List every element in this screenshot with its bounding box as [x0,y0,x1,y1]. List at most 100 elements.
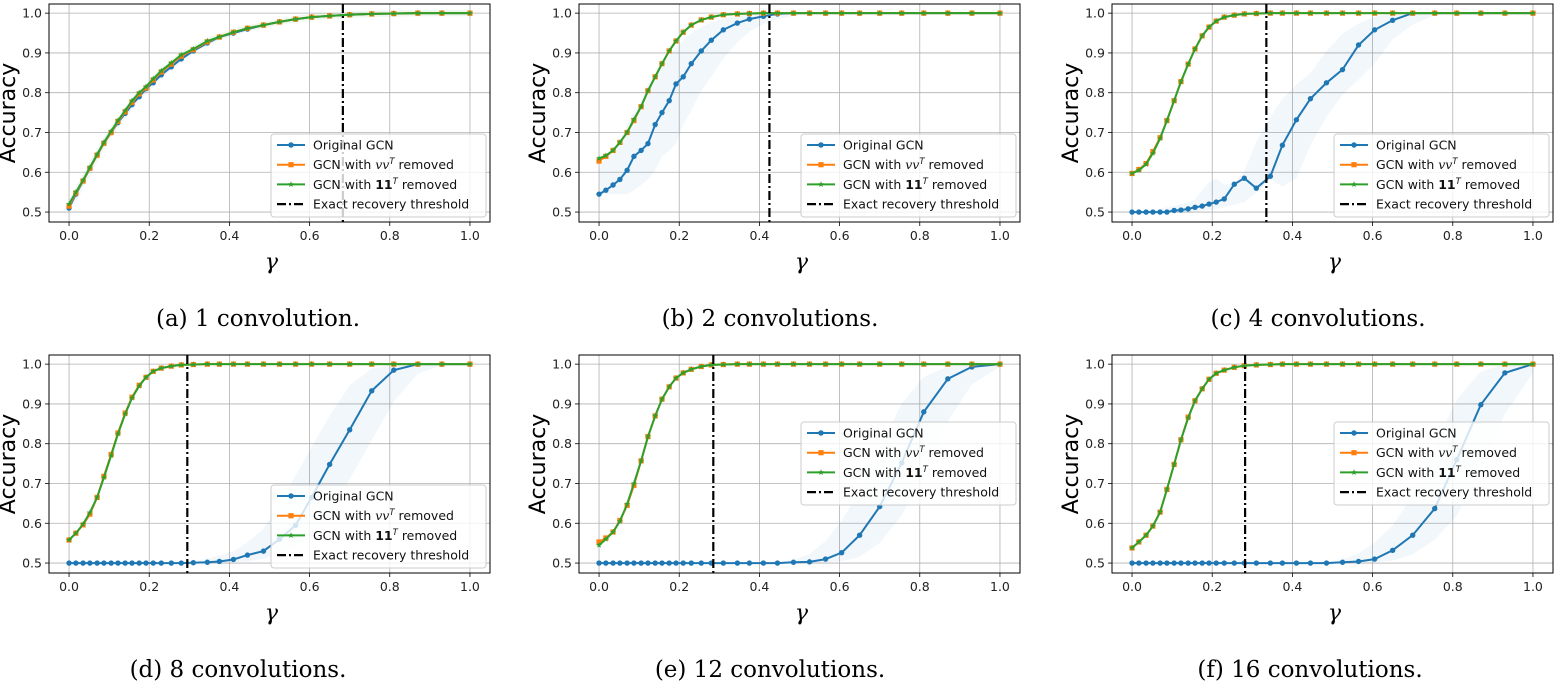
ones-removed-point [466,360,473,367]
y-tick-label: 0.5 [552,556,572,571]
legend-entry-threshold: Exact recovery threshold [807,485,999,500]
original-gcn-point [1502,370,1508,376]
ones-removed-point [260,21,267,28]
ones-removed-point [276,18,283,25]
plot-area [596,355,1003,573]
ones-removed-point [1213,370,1220,376]
legend-marker [1351,469,1357,475]
y-tick-label: 0.9 [552,396,572,411]
y-tick-label: 0.6 [22,516,42,531]
legend-label-text: removed [1461,465,1520,480]
ones-removed-point [66,536,73,543]
x-axis-label: γ [265,601,279,626]
ones-removed-point [1213,17,1220,24]
original-gcn-point [638,560,644,566]
legend-entry-ones-removed: GCN with 11T removed [1340,177,1520,192]
original-gcn-point [617,560,623,566]
legend-label: Original GCN [843,138,924,153]
ones-removed-point [680,29,687,35]
original-gcn-point [631,560,637,566]
ones-removed-point [276,360,283,367]
ones-removed-point [688,21,695,28]
ones-removed-point [204,360,211,367]
ones-removed-point [720,361,727,368]
ones-removed-point [230,360,237,367]
ones-removed-point [658,396,665,402]
ones-removed-point [72,189,79,195]
subplot-b: 0.0 0.2 0.4 0.6 0.8 1.0 0.5 0.6 0.7 0.8 0.9 1.0 Accu… [526,3,1021,275]
original-gcn-point [178,560,184,566]
caption-c: (c) 4 convolutions. [1210,306,1426,332]
axes-frame [48,354,491,574]
original-gcn-point [1150,560,1156,566]
legend-label-math: vv [905,445,919,460]
ones-removed-point [128,97,135,104]
legend-entry-vv-removed: GCN with vvT removed [807,445,984,460]
original-gcn-point [1192,204,1198,210]
legend-label: GCN with 11T removed [1376,465,1520,480]
x-tick-label: 0.6 [830,228,850,243]
original-gcn-point [150,560,156,566]
x-tick-label: 0.6 [300,228,320,243]
y-tick-label: 0.7 [22,476,42,491]
ones-removed-point [94,151,101,157]
y-tick-label: 0.6 [22,165,42,180]
original-gcn-point [921,409,927,415]
legend-entry-vv-removed: GCN with vvT removed [1340,157,1517,172]
ones-removed-point [158,67,165,74]
ones-removed-point [596,542,603,548]
legend-entry-threshold: Exact recovery threshold [807,197,999,212]
legend-entry-vv-removed: GCN with vvT removed [277,508,454,523]
legend-label-text: removed [925,445,984,460]
legend-label: Exact recovery threshold [313,197,469,212]
legend-entry-vv-removed: GCN with vvT removed [807,157,984,172]
legend-marker [818,450,824,456]
original-gcn-point [790,559,797,565]
legend-label: Original GCN [843,426,924,441]
ones-removed-point [292,360,299,367]
legend-label: GCN with vvT removed [1376,445,1517,460]
ones-removed-point [260,360,267,367]
legend-marker [1351,450,1357,456]
y-tick-label: 0.9 [1085,45,1105,60]
legend-box [270,484,487,569]
y-tick-label: 1.0 [22,6,42,21]
legend-marker [818,430,824,436]
ones-removed-point [1431,360,1438,367]
ones-removed-point [100,139,107,145]
ones-removed-point [168,362,175,369]
original-gcn-point [1185,560,1191,566]
ones-removed-point [822,9,829,16]
legend-marker [818,469,824,475]
legend-label-math: vv [1438,445,1452,460]
original-gcn-point [244,552,251,558]
original-gcn-point [326,461,333,468]
legend-label: GCN with 11T removed [1376,177,1520,192]
original-gcn-point [659,560,665,566]
y-axis-label: Accuracy [526,63,551,163]
original-gcn-point [673,81,679,87]
original-gcn-point [1143,560,1149,566]
ones-removed-point [602,152,609,159]
ones-removed-point [1389,9,1396,16]
legend-label: GCN with 11T removed [313,528,457,543]
ones-removed-point [790,360,797,367]
original-gcn-point [115,560,121,566]
ones-removed-point [1253,10,1260,17]
legend-entry-threshold: Exact recovery threshold [1340,197,1532,212]
ones-removed-point [838,360,845,367]
legend-entry-threshold: Exact recovery threshold [277,548,469,563]
original-gcn-point [87,560,93,566]
legend-label: GCN with vvT removed [1376,157,1517,172]
original-gcn-point [1129,560,1135,566]
x-tick-label: 0.4 [749,228,769,243]
y-tick-label: 0.7 [552,125,572,140]
legend-marker [1351,142,1357,148]
original-gcn-point [1279,142,1286,148]
x-tick-label: 1.0 [1523,579,1543,594]
original-gcn-point [631,153,637,160]
ones-removed-point [602,536,609,542]
ones-removed-point [774,360,781,367]
x-tick-label: 0.8 [380,579,400,594]
